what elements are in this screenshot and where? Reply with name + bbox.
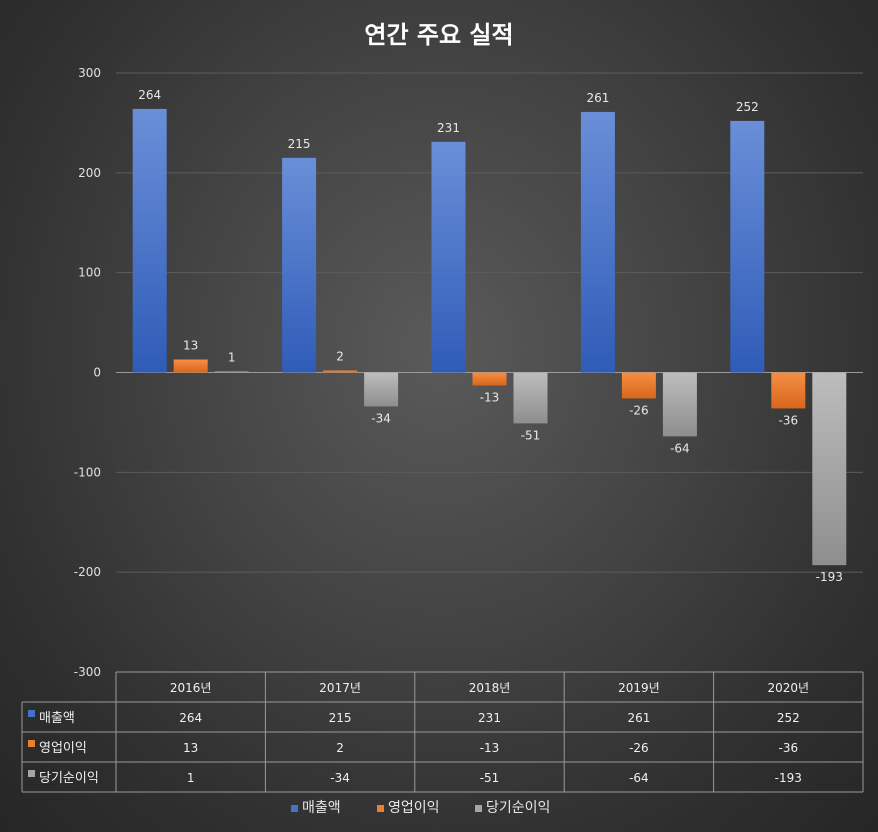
table-cell: 1: [187, 771, 195, 785]
y-tick-label: -300: [74, 665, 101, 679]
table-row-label: 매출액: [39, 711, 75, 726]
table-cell: 2: [336, 741, 344, 755]
data-label: 231: [437, 121, 460, 135]
table-cell: 215: [329, 711, 352, 725]
table-header-cell: 2017년: [319, 681, 361, 695]
legend-swatch: [475, 805, 482, 812]
data-label: -36: [778, 413, 798, 427]
data-label: 252: [736, 100, 759, 114]
bar-당기순이익-2020년: [812, 372, 847, 566]
data-label: -34: [371, 411, 391, 425]
legend-item: 영업이익: [388, 800, 440, 816]
bar-당기순이익-2018년: [513, 372, 548, 424]
bar-매출액-2019년: [580, 111, 615, 373]
table-cell: -26: [629, 741, 649, 755]
table-cell: -51: [480, 771, 500, 785]
data-label: -64: [670, 441, 690, 455]
table-cell: 264: [179, 711, 202, 725]
bar-영업이익-2018년: [472, 372, 507, 386]
bar-당기순이익-2016년: [214, 371, 249, 373]
bar-영업이익-2019년: [621, 372, 656, 399]
y-axis-ticks: 300 200 100 0 -100 -200 -300: [74, 66, 101, 679]
data-label: -26: [629, 403, 649, 417]
bar-매출액-2020년: [730, 120, 765, 373]
legend-swatch: [377, 805, 384, 812]
table-cell: -13: [480, 741, 500, 755]
bar-매출액-2018년: [431, 141, 466, 373]
table-row-label: 영업이익: [39, 741, 87, 756]
table-cell: 13: [183, 741, 198, 755]
data-label: -193: [816, 570, 843, 584]
table-cell: -193: [775, 771, 802, 785]
data-labels: 264 215 231 261 252 13 2 -13 -26 -36 1 -34 -51 -64 -19…: [138, 88, 843, 584]
table-row-label: 당기순이익: [39, 771, 99, 786]
data-label: 264: [138, 88, 161, 102]
table-header-cell: 2019년: [618, 681, 660, 695]
table-cell: 261: [627, 711, 650, 725]
table-cell: -36: [778, 741, 798, 755]
table-header-cell: 2018년: [469, 681, 511, 695]
bar-매출액-2017년: [282, 157, 317, 373]
data-label: -13: [480, 390, 500, 404]
data-label: 13: [183, 339, 198, 353]
table-cell: -34: [330, 771, 350, 785]
y-tick-label: 300: [78, 66, 101, 80]
y-tick-label: 200: [78, 166, 101, 180]
bars: [132, 108, 847, 566]
data-label: -51: [521, 428, 541, 442]
legend-item: 당기순이익: [486, 800, 550, 816]
table-row-key: [28, 740, 35, 747]
y-tick-label: 100: [78, 266, 101, 280]
data-label: 215: [288, 137, 311, 151]
legend: 매출액 영업이익 당기순이익: [291, 800, 550, 816]
y-tick-label: -100: [74, 465, 101, 479]
data-label: 1: [228, 351, 236, 365]
table-row-key: [28, 710, 35, 717]
table-cell: 231: [478, 711, 501, 725]
data-label: 261: [586, 91, 609, 105]
bar-영업이익-2016년: [173, 359, 208, 373]
chart-title: 연간 주요 실적: [364, 21, 513, 49]
data-label: 2: [336, 350, 344, 364]
legend-item: 매출액: [302, 800, 341, 816]
bar-매출액-2016년: [132, 108, 167, 373]
bar-영업이익-2020년: [771, 372, 806, 409]
bar-당기순이익-2019년: [662, 372, 697, 437]
table-header-cell: 2020년: [768, 681, 810, 695]
bar-영업이익-2017년: [323, 370, 358, 373]
table-cell: -64: [629, 771, 649, 785]
table-header-cell: 2016년: [170, 681, 212, 695]
y-tick-label: -200: [74, 565, 101, 579]
legend-swatch: [291, 805, 298, 812]
y-tick-label: 0: [93, 366, 101, 380]
bar-당기순이익-2017년: [364, 372, 399, 407]
table-cell: 252: [777, 711, 800, 725]
table-row-key: [28, 770, 35, 777]
